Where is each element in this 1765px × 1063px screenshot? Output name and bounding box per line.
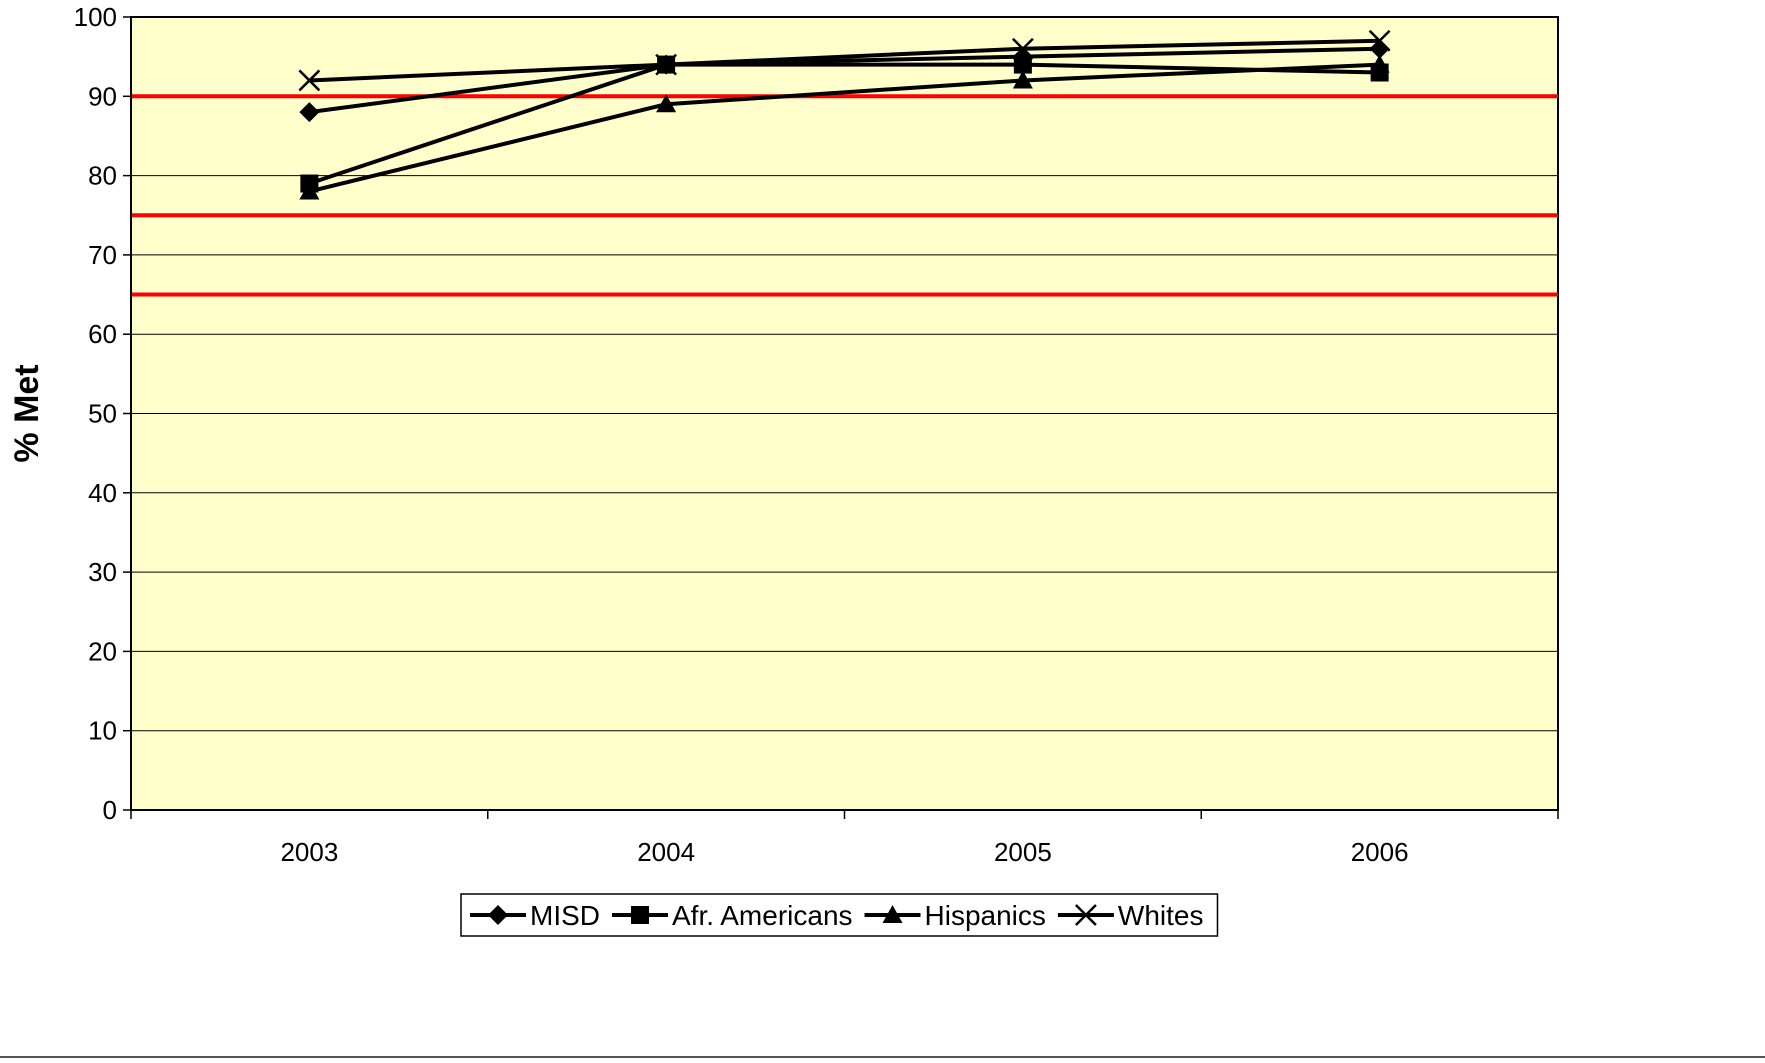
legend-marker-misd: [488, 905, 508, 925]
data-point-misd: [299, 102, 320, 123]
data-point-hispanics: [1012, 70, 1033, 89]
legend-label-hispanics: Hispanics: [925, 900, 1046, 931]
y-tick-label: 20: [88, 636, 117, 666]
data-point-misd: [1369, 38, 1390, 59]
y-tick-label: 60: [88, 319, 117, 349]
legend-label-misd: MISD: [530, 900, 600, 931]
y-tick-label: 80: [88, 161, 117, 191]
bottom-divider: [0, 1056, 1765, 1058]
axes: 0 10 20 30 40 50 60 70 80 90 100 2003 2004 2005 2006: [74, 2, 1559, 867]
data-point-hispanics: [656, 94, 677, 113]
legend: MISD Afr. Americans Hispanics Whites: [460, 893, 1219, 937]
data-point-whites: [1368, 29, 1391, 52]
data-point-hispanics: [1369, 54, 1390, 73]
legend-marker-hispanics: [882, 905, 903, 923]
series-line-afr-americans: [308, 62, 1380, 186]
y-tick-label: 90: [88, 81, 117, 111]
y-tick-label: 70: [88, 240, 117, 270]
series-line-whites: [309, 38, 1380, 83]
x-tick-label: 2004: [637, 837, 695, 867]
y-tick-label: 30: [88, 557, 117, 587]
series-line-hispanics: [308, 62, 1380, 194]
legend-marker-afr-americans: [631, 906, 649, 924]
y-tick-label: 40: [88, 478, 117, 508]
legend-label-afr-americans: Afr. Americans: [672, 900, 853, 931]
x-marker-stroke: [655, 53, 678, 76]
x-tick-label: 2006: [1351, 837, 1409, 867]
x-tick-label: 2003: [280, 837, 338, 867]
x-marker-stroke: [1368, 29, 1391, 52]
series-group: [298, 29, 1391, 200]
legend-marker-whites: [1075, 904, 1097, 926]
y-tick-label: 50: [88, 399, 117, 429]
y-axis-title: % Met: [8, 364, 46, 462]
y-tick-label: 100: [74, 2, 117, 32]
x-marker-stroke: [1075, 904, 1097, 926]
y-tick-label: 10: [88, 716, 117, 746]
y-tick-label: 0: [103, 795, 117, 825]
data-point-afr-americans: [1013, 55, 1032, 74]
legend-label-whites: Whites: [1118, 900, 1204, 931]
data-point-whites: [1011, 37, 1034, 60]
data-point-hispanics: [299, 181, 320, 200]
series-line-misd: [309, 46, 1380, 115]
x-marker-stroke: [1011, 37, 1034, 60]
x-marker-stroke: [298, 69, 321, 92]
reference-lines: [131, 94, 1558, 297]
data-point-whites: [655, 53, 678, 76]
data-point-whites: [298, 69, 321, 92]
x-tick-label: 2005: [994, 837, 1052, 867]
